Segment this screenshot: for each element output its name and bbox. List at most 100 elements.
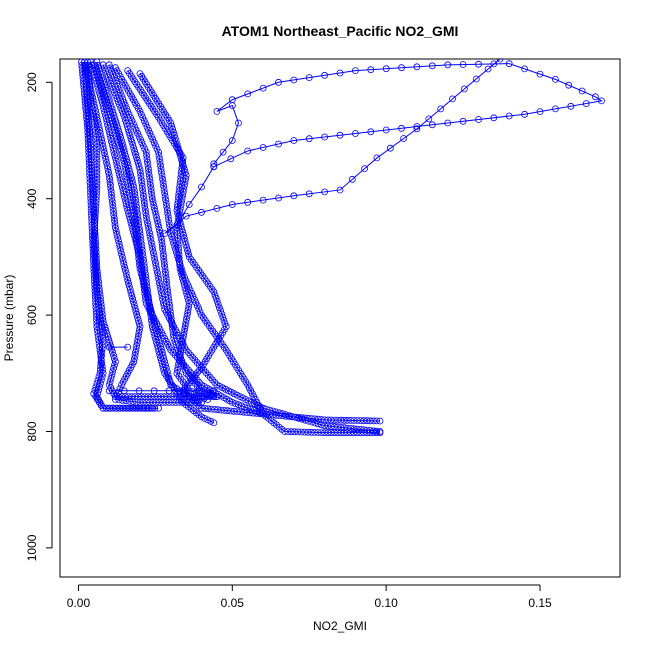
data-point [157, 285, 165, 293]
data-point [142, 148, 150, 156]
data-point [113, 95, 121, 103]
data-point [340, 424, 348, 432]
data-point [107, 342, 115, 350]
data-point [578, 87, 586, 95]
data-point [131, 147, 139, 155]
data-point [297, 428, 305, 436]
data-point [182, 241, 190, 248]
data-point [592, 93, 599, 101]
data-point [80, 84, 88, 91]
x-tick-label: 0.15 [528, 596, 552, 610]
data-point [357, 429, 364, 437]
data-point [244, 198, 252, 206]
data-point [204, 371, 212, 379]
data-point [598, 97, 605, 105]
data-point [324, 422, 332, 430]
data-point [143, 123, 151, 131]
data-point [129, 206, 137, 214]
data-point [122, 270, 130, 278]
data-point [119, 110, 127, 118]
data-point [165, 216, 173, 224]
data-point [94, 333, 102, 341]
data-point [281, 428, 289, 435]
data-point [136, 261, 144, 269]
data-point [89, 235, 96, 243]
series-16 [105, 387, 218, 395]
data-point [108, 117, 116, 124]
data-point [189, 354, 197, 361]
data-point [92, 110, 100, 118]
data-point [134, 335, 142, 343]
data-point [162, 398, 170, 406]
data-point [135, 255, 143, 263]
data-point [244, 147, 252, 155]
data-point [145, 225, 153, 233]
data-point [90, 261, 98, 269]
data-point [137, 111, 145, 118]
data-point [127, 135, 135, 143]
data-point [105, 168, 112, 176]
data-point [99, 89, 107, 97]
data-point [101, 323, 109, 331]
data-point [78, 64, 86, 72]
data-point [183, 290, 191, 298]
data-point [133, 235, 140, 243]
data-point [156, 339, 164, 347]
data-point [321, 133, 329, 141]
data-point [88, 208, 95, 216]
data-point [96, 383, 103, 391]
data-point [98, 359, 106, 367]
data-point [178, 271, 186, 279]
data-point [182, 171, 190, 179]
data-point [93, 70, 101, 78]
data-point [151, 207, 159, 215]
data-point [125, 404, 133, 412]
data-point [240, 408, 248, 416]
data-point [475, 60, 482, 68]
data-point [132, 229, 140, 236]
data-point [175, 211, 183, 219]
data-point [145, 404, 153, 412]
data-point [343, 416, 351, 424]
data-point [459, 117, 467, 125]
data-point [153, 214, 161, 221]
data-point [117, 104, 125, 112]
data-point [133, 156, 141, 164]
data-point [350, 417, 358, 424]
data-point [134, 332, 142, 340]
data-point [160, 355, 168, 362]
data-point [163, 281, 171, 289]
data-point [198, 208, 205, 216]
data-point [219, 313, 227, 321]
data-point [151, 259, 159, 267]
data-point [275, 140, 282, 148]
data-point [127, 196, 135, 204]
data-point [160, 182, 168, 190]
data-point [129, 398, 137, 406]
data-point [140, 192, 147, 200]
data-point [145, 299, 153, 307]
data-point [105, 336, 113, 344]
data-point [206, 373, 214, 381]
data-point [129, 298, 137, 306]
data-point [324, 429, 332, 437]
data-point [131, 351, 139, 359]
data-point [113, 132, 120, 140]
data-point [177, 170, 185, 178]
data-point [133, 339, 141, 347]
series-11 [78, 59, 156, 412]
data-point [129, 209, 137, 217]
data-point [103, 404, 110, 412]
data-point [124, 343, 132, 351]
data-point [275, 409, 283, 417]
data-point [140, 196, 148, 203]
data-point [98, 324, 106, 332]
data-point [89, 238, 97, 246]
data-point [181, 284, 189, 292]
data-point [363, 429, 371, 437]
data-point [314, 420, 322, 428]
data-point [85, 142, 92, 149]
data-point [128, 199, 135, 207]
data-point [104, 104, 112, 112]
data-point [521, 110, 528, 118]
